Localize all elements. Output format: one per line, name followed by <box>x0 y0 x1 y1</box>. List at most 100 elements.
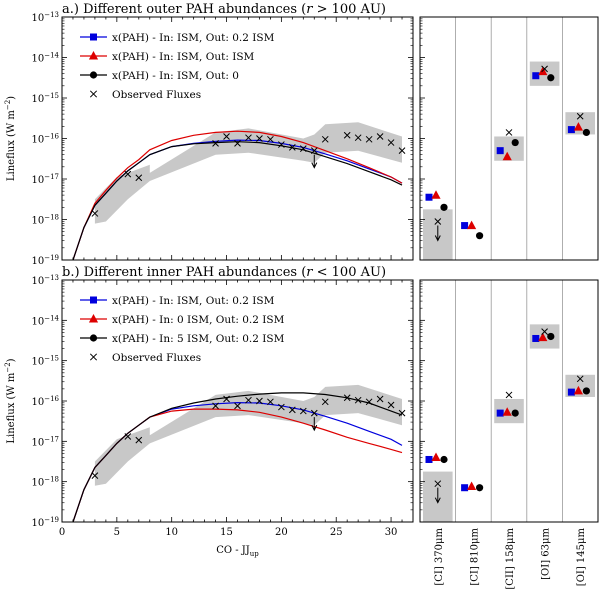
observed-cross <box>278 141 285 148</box>
observed-cross <box>124 433 132 440</box>
observed-cross <box>91 210 99 217</box>
line-marker-blue-square <box>461 222 469 230</box>
y-tick-label: 10−19 <box>31 254 59 267</box>
observed-cross <box>398 147 406 155</box>
line-marker-black-circle <box>476 232 484 240</box>
observed-cross <box>245 134 252 142</box>
observed-cross <box>354 134 362 142</box>
line-marker-red-triangle <box>467 481 477 491</box>
observed-cross <box>256 397 263 405</box>
observed-cross <box>256 135 263 142</box>
observed-cross <box>267 135 274 143</box>
line-marker-blue-square <box>496 409 504 417</box>
legend-marker <box>89 90 98 98</box>
observed-flux-point <box>354 396 362 404</box>
legend-marker <box>89 71 98 79</box>
series-line-3 <box>72 141 403 261</box>
legend-label: Observed Fluxes <box>112 89 201 101</box>
observed-flux-point <box>267 135 274 143</box>
line-marker-blue-square <box>567 126 575 134</box>
observed-flux-point <box>124 433 132 440</box>
y-tick-label: 10−17 <box>31 173 59 186</box>
line-observed-cross <box>541 65 548 73</box>
observed-cross <box>234 140 241 147</box>
line-marker-blue-square <box>425 455 433 463</box>
observed-flux-point <box>398 409 406 417</box>
observed-flux-point <box>343 131 351 139</box>
line-marker-blue-square <box>532 72 540 80</box>
observed-cross <box>299 407 307 415</box>
y-tick-label: 10−18 <box>31 476 59 489</box>
legend-label: x(PAH) - In: 0 ISM, Out: 0.2 ISM <box>112 314 285 326</box>
line-observed-cross <box>576 375 584 383</box>
y-axis-label: Lineflux (W m−2) <box>4 358 17 443</box>
observed-cross <box>278 403 285 411</box>
observed-flux-point <box>387 401 395 409</box>
observed-cross <box>365 398 373 406</box>
y-tick-label: 10−14 <box>31 52 59 65</box>
observed-flux-point <box>343 394 351 402</box>
y-tick-label: 10−16 <box>31 133 59 146</box>
x-tick-label: 5 <box>114 527 120 538</box>
x-tick-label: 30 <box>385 527 398 538</box>
observed-flux-point <box>321 135 329 143</box>
x-tick-label: 10 <box>165 527 178 538</box>
observed-flux-point <box>321 398 329 406</box>
legend: x(PAH) - In: ISM, Out: 0.2 ISM x(PAH) - I… <box>80 295 285 364</box>
line-marker-red-triangle <box>573 385 583 395</box>
chart-panel-b: 10−19 10−18 10−17 10−16 10−15 10−14 10−13 0 5 10 1… <box>4 265 599 590</box>
line-marker-blue-square <box>496 147 504 155</box>
upper-limit-arrow <box>311 417 318 432</box>
observed-flux-point <box>354 134 362 142</box>
observed-flux-point <box>387 139 395 146</box>
observed-cross <box>343 394 351 402</box>
panel-title: b.) Different inner PAH abundances (r < … <box>62 265 386 280</box>
line-marker-black-circle <box>511 409 519 417</box>
observed-cross <box>376 133 384 140</box>
legend-label: x(PAH) - In: 5 ISM, Out: 0.2 ISM <box>112 333 285 345</box>
x-tick-label: 15 <box>220 527 233 538</box>
series-line-3 <box>72 392 403 523</box>
chart-panel-a: 10−19 10−18 10−17 10−16 10−15 10−14 10−13 Linef… <box>4 2 599 267</box>
observed-cross <box>245 396 252 404</box>
y-tick-label: 10−16 <box>31 395 59 408</box>
legend-label: x(PAH) - In: ISM, Out: ISM <box>112 51 255 63</box>
observed-cross <box>310 409 318 417</box>
observed-flux-point <box>212 402 219 410</box>
observed-cross <box>223 395 230 403</box>
observed-cross <box>223 133 230 140</box>
observed-flux-point <box>299 407 307 415</box>
line-label: [CI] 370μm <box>434 527 445 585</box>
legend-marker <box>89 353 98 361</box>
observed-cross <box>376 395 384 403</box>
observed-flux-point <box>91 210 99 217</box>
y-tick-label: 10−15 <box>31 355 59 368</box>
upper-limit-arrow <box>434 487 441 504</box>
line-label: [OI] 63μm <box>541 527 552 579</box>
line-marker-blue-square <box>567 388 575 396</box>
observed-cross <box>135 174 143 182</box>
legend-label: x(PAH) - In: ISM, Out: 0.2 ISM <box>112 295 275 307</box>
series-line-2 <box>72 130 403 261</box>
observed-cross <box>398 409 406 417</box>
line-marker-red-triangle <box>538 332 548 342</box>
upper-limit-arrow <box>311 154 318 169</box>
y-tick-label: 10−15 <box>31 92 59 105</box>
observed-flux-point <box>278 403 285 411</box>
observed-cross <box>387 139 395 146</box>
observed-flux-point <box>376 395 384 403</box>
y-axis-label: Lineflux (W m−2) <box>4 96 17 181</box>
observed-cross <box>267 398 274 406</box>
line-marker-red-triangle <box>431 190 441 199</box>
legend-label: x(PAH) - In: ISM, Out: 0.2 ISM <box>112 32 275 44</box>
line-marker-black-circle <box>582 387 591 395</box>
observed-uncertainty-band <box>94 122 403 224</box>
line-label: [OI] 145μm <box>576 527 587 586</box>
observed-flux-point <box>245 396 252 404</box>
legend-marker <box>88 51 99 60</box>
observed-flux-point <box>365 135 373 143</box>
observed-uncertainty-band <box>94 384 403 486</box>
observed-flux-point <box>256 135 263 142</box>
observed-flux-point <box>256 397 263 405</box>
